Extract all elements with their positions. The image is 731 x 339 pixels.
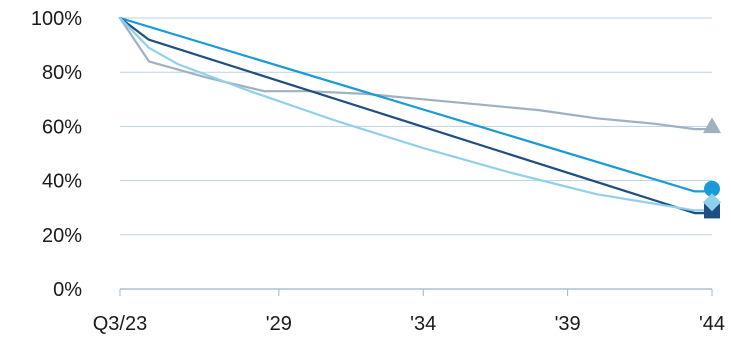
x-axis-ticks: Q3/23 '29 '34 '39 '44	[93, 289, 725, 334]
y-tick-label: 20%	[42, 225, 82, 247]
series-end-markers	[703, 117, 721, 218]
y-tick-label: 100%	[31, 8, 82, 30]
series-line-3	[120, 18, 712, 210]
x-tick-label: '44	[699, 313, 725, 334]
x-tick-label: '39	[555, 313, 581, 334]
y-tick-label: 40%	[42, 171, 82, 193]
series-line-0	[120, 18, 712, 129]
triangle-marker	[703, 117, 721, 133]
x-tick-label: '29	[266, 313, 292, 334]
series-line-2	[120, 18, 712, 213]
series-lines	[120, 18, 712, 213]
x-tick-label: Q3/23	[93, 313, 147, 334]
y-tick-label: 0%	[53, 279, 82, 301]
y-tick-label: 80%	[42, 62, 82, 84]
series-line-1	[120, 18, 712, 191]
y-tick-label: 60%	[42, 116, 82, 138]
x-tick-label: '34	[410, 313, 436, 334]
y-axis-ticks: 0% 20% 40% 60% 80% 100%	[31, 8, 82, 301]
